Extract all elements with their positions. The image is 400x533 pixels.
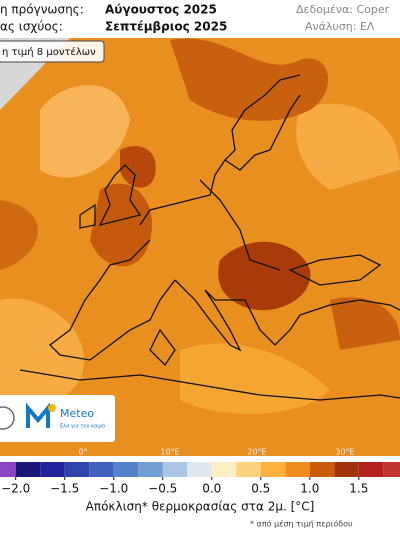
colorbar-tick-label: −1.0 <box>99 482 128 496</box>
longitude-label: 10°E <box>160 448 179 457</box>
colorbar-segment <box>64 462 90 477</box>
meteo-icon <box>26 402 50 428</box>
footnote: * από μέση τιμή περιόδου <box>250 519 353 529</box>
note-box <box>0 40 105 63</box>
forecast-label: η πρόγνωσης: <box>0 3 84 17</box>
colorbar-segment <box>358 462 384 477</box>
colorbar-tick-label: −0.5 <box>148 482 177 496</box>
forecast-value: Αύγουστος 2025 <box>105 3 217 17</box>
colorbar-segment <box>89 462 114 477</box>
colorbar-segment <box>113 462 139 477</box>
analysis: Ανάλυση: ΕΛ <box>305 20 375 33</box>
colorbar-segment <box>285 462 310 477</box>
colorbar-tick-label: 0.0 <box>202 482 221 496</box>
coastlines <box>19 74 400 401</box>
logo-slogan: Ελα για τον καιρό <box>60 423 105 430</box>
colorbar-segment <box>15 462 41 477</box>
colorbar-segment <box>383 462 400 477</box>
colorbar-segment <box>187 462 212 477</box>
colorbar-segment <box>211 462 237 477</box>
valid-value: Σεπτέμβριος 2025 <box>105 20 227 34</box>
colorbar-segment <box>260 462 286 477</box>
colorbar-tick-label: 0.5 <box>251 482 270 496</box>
map <box>0 38 400 456</box>
colorbar-tick-label: −1.5 <box>50 482 79 496</box>
colorbar-tick-label: 1.0 <box>300 482 319 496</box>
logo-name: Meteo <box>60 407 94 420</box>
colorbar-segment <box>138 462 163 477</box>
logo-panel <box>0 395 115 442</box>
model-note: η τιμή 8 μοντέλων <box>2 46 96 58</box>
source: Δεδομένα: Coper <box>296 3 390 16</box>
meteo-sun <box>48 404 56 412</box>
colorbar-label: Απόκλιση* θερμοκρασίας στα 2μ. [°C] <box>86 500 315 514</box>
colorbar-tick-label: 1.5 <box>349 482 368 496</box>
colorbar-segment <box>162 462 188 477</box>
colorbar-segment <box>334 462 359 477</box>
colorbar-segment <box>40 462 65 477</box>
logo-emblem <box>0 406 15 430</box>
colorbar-tick-label: −2.0 <box>1 482 30 496</box>
longitude-label: 30°E <box>335 448 354 457</box>
colorbar-segment <box>236 462 261 477</box>
valid-label: ας ισχύος: <box>0 20 63 34</box>
longitude-label: 0° <box>78 448 87 457</box>
longitude-label: 20°E <box>247 448 266 457</box>
colorbar-segment <box>309 462 335 477</box>
colorbar-segment <box>0 462 16 477</box>
